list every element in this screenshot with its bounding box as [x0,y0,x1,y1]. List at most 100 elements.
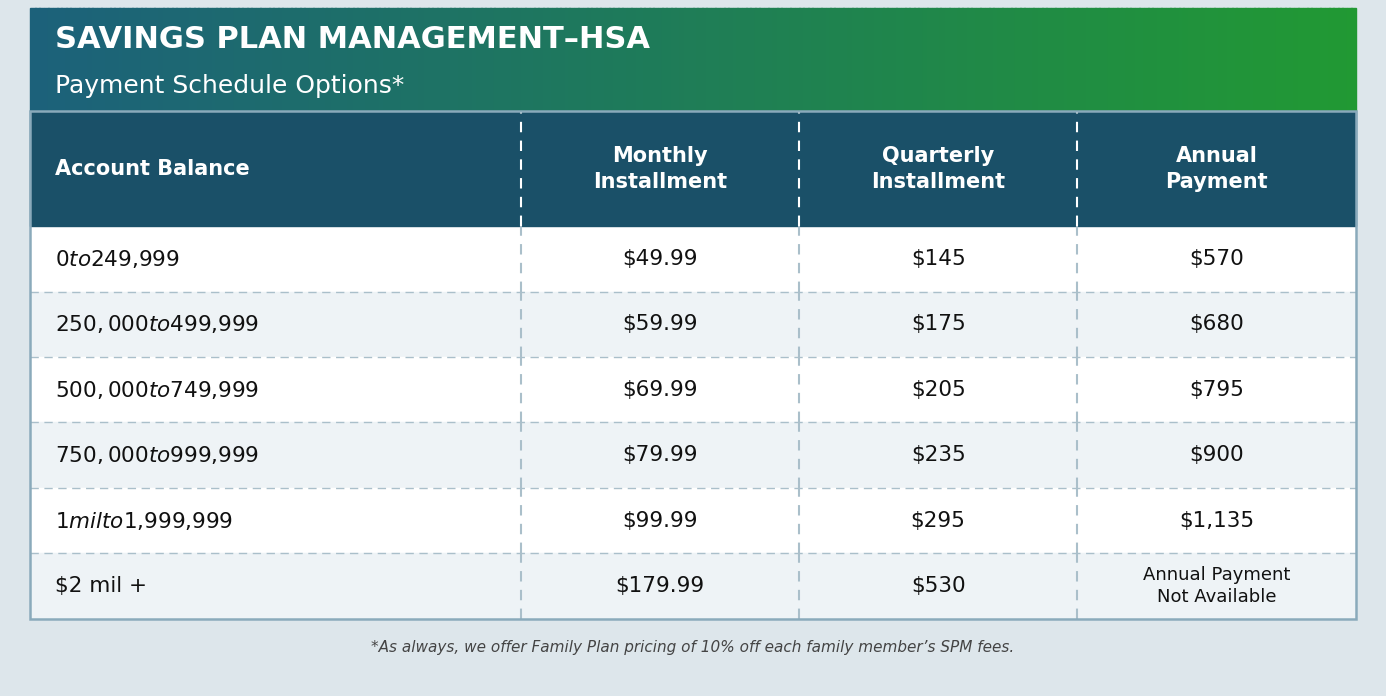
Bar [463,8,468,111]
Bar [317,8,323,111]
Bar [1139,8,1145,111]
Bar [556,8,561,111]
Bar [945,8,949,111]
Bar [39,8,44,111]
Bar [1351,8,1356,111]
Bar [1281,8,1286,111]
Bar [552,8,557,111]
Bar [631,8,636,111]
Bar [30,111,1356,619]
Bar [1236,8,1242,111]
Bar [1342,8,1347,111]
Text: Annual Payment
Not Available: Annual Payment Not Available [1142,566,1290,606]
Bar [667,8,672,111]
Bar [97,8,101,111]
Bar [693,8,699,111]
Bar [1028,8,1034,111]
Bar [1020,8,1024,111]
Bar [1222,8,1228,111]
Bar [865,8,870,111]
Bar [976,8,981,111]
Bar [582,8,588,111]
Bar [786,8,791,111]
Bar [1091,8,1095,111]
Bar [760,8,764,111]
Bar [1232,8,1236,111]
Bar [327,8,331,111]
Bar [238,8,243,111]
Bar [816,8,822,111]
Bar [331,8,335,111]
Bar [782,8,786,111]
Bar [370,8,376,111]
Bar [30,226,1356,292]
Bar [366,8,371,111]
Bar [901,8,905,111]
Bar [1200,8,1206,111]
Bar [141,8,146,111]
Bar [604,8,610,111]
Text: $0 to $249,999: $0 to $249,999 [55,248,180,270]
Bar [958,8,963,111]
Bar [251,8,256,111]
Bar [30,292,1356,357]
Bar [608,8,614,111]
Bar [414,8,420,111]
Bar [834,8,840,111]
Bar [909,8,915,111]
Bar [596,8,602,111]
Bar [1157,8,1161,111]
Bar [972,8,976,111]
Bar [291,8,297,111]
Text: $2 mil +: $2 mil + [55,576,147,596]
Bar [733,8,737,111]
Bar [1099,8,1105,111]
Bar [322,8,327,111]
Bar [525,8,531,111]
Bar [1002,8,1008,111]
Bar [1329,8,1335,111]
Text: $59.99: $59.99 [622,315,697,334]
Bar [180,8,186,111]
Bar [1285,8,1290,111]
Text: $69.99: $69.99 [622,380,697,400]
Bar [446,8,450,111]
Bar [441,8,446,111]
Bar [340,8,345,111]
Bar [256,8,261,111]
Bar [1125,8,1131,111]
Bar [570,8,574,111]
Bar [511,8,517,111]
Bar [962,8,967,111]
Bar [1303,8,1307,111]
Bar [1210,8,1216,111]
Bar [459,8,464,111]
Bar [875,8,879,111]
Bar [1081,8,1087,111]
Bar [234,8,238,111]
Bar [295,8,301,111]
Bar [44,8,49,111]
Bar [790,8,796,111]
Bar [1069,8,1074,111]
Bar [362,8,367,111]
Bar [277,8,283,111]
Bar [1046,8,1052,111]
Bar [905,8,911,111]
Bar [146,8,151,111]
Bar [1117,8,1123,111]
Bar [980,8,985,111]
Bar [30,111,1356,226]
Bar [931,8,937,111]
Bar [640,8,644,111]
Bar [273,8,279,111]
Bar [261,8,265,111]
Bar [348,8,353,111]
Bar [150,8,155,111]
Bar [565,8,570,111]
Bar [653,8,658,111]
Bar [778,8,782,111]
Bar [176,8,182,111]
Bar [764,8,769,111]
Bar [891,8,897,111]
